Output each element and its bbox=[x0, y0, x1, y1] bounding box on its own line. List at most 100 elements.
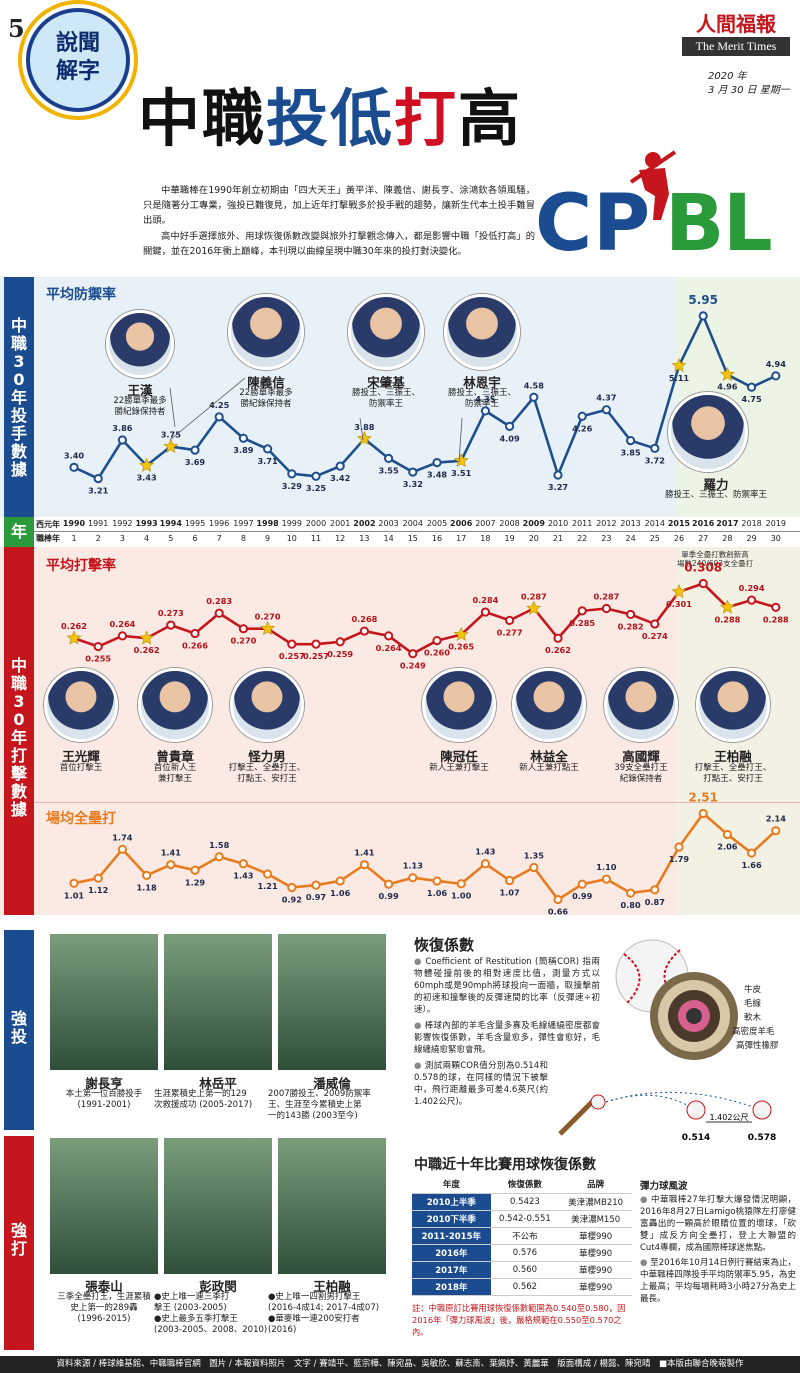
data-label: 0.270 bbox=[255, 612, 281, 622]
data-point bbox=[263, 444, 273, 454]
data-point bbox=[698, 578, 708, 589]
data-label: 1.07 bbox=[499, 887, 520, 897]
data-point bbox=[238, 433, 248, 443]
year-row-label: 西元年 bbox=[36, 520, 60, 529]
logo-letter-b: B bbox=[665, 179, 724, 265]
data-label: 1.43 bbox=[233, 871, 254, 881]
data-point bbox=[529, 392, 539, 402]
data-point bbox=[432, 635, 442, 646]
data-label: 0.262 bbox=[61, 621, 87, 631]
leader-line bbox=[169, 387, 176, 428]
player-desc: 新人王兼打擊王 bbox=[429, 763, 489, 773]
season-label: 21 bbox=[552, 534, 564, 543]
issue-date: 2020 年 3 月 30 日 星期一 bbox=[708, 70, 790, 98]
highlight-star-icon bbox=[671, 358, 687, 373]
table-row: 2017年 0.560 華櫻990 bbox=[412, 1261, 632, 1279]
avg-chart-title: 平均打擊率 bbox=[46, 558, 116, 574]
season-label: 19 bbox=[504, 534, 515, 543]
title-segment: 中職 bbox=[138, 82, 267, 155]
data-label: 1.35 bbox=[524, 850, 545, 860]
player-photo bbox=[422, 668, 496, 742]
player-name: 彭政閔 bbox=[199, 1279, 237, 1294]
data-label: 0.264 bbox=[376, 643, 402, 653]
data-point bbox=[553, 470, 563, 480]
data-point bbox=[577, 879, 587, 889]
data-label: 0.257 bbox=[303, 651, 329, 661]
data-label: 1.29 bbox=[185, 877, 206, 887]
year-label: 2012 bbox=[596, 519, 617, 528]
cor-title: 恢復係數 bbox=[414, 936, 475, 954]
controversy-bullet: ● 至2016年10月14日例行賽結束為止，中華職棒四隊投手平均防禦率5.95，… bbox=[640, 1258, 797, 1304]
player-desc: 39支全壘打王 bbox=[614, 763, 668, 773]
data-point bbox=[166, 860, 176, 870]
player-desc: 勝投王、三振王、防禦率王 bbox=[664, 490, 767, 500]
leader-line bbox=[359, 417, 364, 441]
data-point bbox=[456, 879, 466, 889]
year-label: 1995 bbox=[184, 519, 206, 528]
player-desc: (2016) bbox=[268, 1325, 297, 1335]
side-label-char: 數 bbox=[10, 782, 27, 801]
data-label: 1.00 bbox=[451, 891, 472, 901]
player-desc: 勝紀錄保持者 bbox=[114, 407, 166, 417]
player-name: 潘威倫 bbox=[313, 1076, 351, 1091]
title-segment: 打 bbox=[394, 82, 459, 155]
hr-note-line: 場數240/603支全壘打 bbox=[676, 559, 754, 568]
player-desc: 打擊王、全壘打王、 bbox=[694, 763, 772, 773]
data-label: 1.13 bbox=[403, 861, 424, 871]
table-cell: 2011-2015年 bbox=[412, 1227, 491, 1245]
player-desc: 生涯累積史上第一的129 bbox=[154, 1089, 247, 1099]
season-label: 15 bbox=[407, 534, 418, 543]
bat-icon bbox=[558, 1096, 598, 1136]
table-cell: 華櫻990 bbox=[559, 1244, 632, 1262]
data-label: 0.273 bbox=[158, 608, 184, 618]
season-label: 1 bbox=[71, 534, 77, 543]
data-point bbox=[359, 860, 369, 870]
table-cell: 美津濃M150 bbox=[559, 1210, 632, 1228]
table-cell: 華櫻990 bbox=[559, 1261, 632, 1279]
data-point bbox=[747, 382, 757, 392]
logo-letter-c: C bbox=[535, 179, 592, 265]
highlight-star-icon bbox=[139, 630, 155, 645]
data-label: 1.66 bbox=[741, 860, 762, 870]
data-label: 0.262 bbox=[545, 645, 571, 655]
side-label-char: 手 bbox=[10, 424, 27, 443]
player-desc: 三季全壘打王，生涯累積 bbox=[57, 1292, 151, 1302]
data-point bbox=[190, 865, 200, 875]
hr-chart-title: 場均全壘打 bbox=[46, 811, 116, 827]
table-row: 2016年 0.576 華櫻990 bbox=[412, 1244, 632, 1262]
data-label: 4.37 bbox=[596, 393, 617, 403]
data-label: 1.58 bbox=[209, 840, 230, 850]
season-label: 26 bbox=[673, 534, 685, 543]
data-label: 2.06 bbox=[717, 841, 738, 851]
year-label: 2007 bbox=[475, 519, 496, 528]
data-point bbox=[408, 649, 418, 659]
data-label: 3.69 bbox=[185, 457, 206, 467]
logo-letter-p: P bbox=[593, 179, 650, 265]
player-name: 王漢 bbox=[127, 383, 153, 398]
series-line bbox=[73, 582, 777, 655]
data-label: 0.294 bbox=[739, 583, 765, 593]
season-label: 23 bbox=[601, 534, 612, 543]
data-label: 5.11 bbox=[669, 373, 690, 383]
data-label: 0.99 bbox=[572, 891, 593, 901]
season-label: 3 bbox=[119, 534, 125, 543]
data-point bbox=[601, 874, 612, 884]
newspaper-logo: 人間福報 The Merit Times bbox=[682, 8, 790, 56]
data-point bbox=[722, 829, 733, 840]
controversy-bullets: ● 中華職棒27年打擊大爆發情況明顯，2016年8月27日Lamigo桃猿隊左打… bbox=[640, 1194, 796, 1305]
player-desc: ●史上唯一四割男打擊王 bbox=[268, 1292, 361, 1302]
data-point bbox=[674, 842, 684, 852]
player-photo bbox=[230, 668, 304, 742]
data-point bbox=[214, 852, 224, 862]
year-label: 2011 bbox=[572, 519, 593, 528]
data-point bbox=[601, 405, 612, 415]
side-label-char: 年 bbox=[10, 388, 27, 407]
data-point bbox=[69, 878, 79, 888]
data-point bbox=[529, 862, 539, 873]
player-photo bbox=[604, 668, 678, 742]
data-label: 3.55 bbox=[378, 465, 399, 475]
player-photo bbox=[278, 1138, 386, 1274]
player-photo bbox=[668, 392, 748, 472]
data-label: 0.288 bbox=[714, 614, 740, 624]
date-year: 2020 年 bbox=[708, 71, 747, 82]
